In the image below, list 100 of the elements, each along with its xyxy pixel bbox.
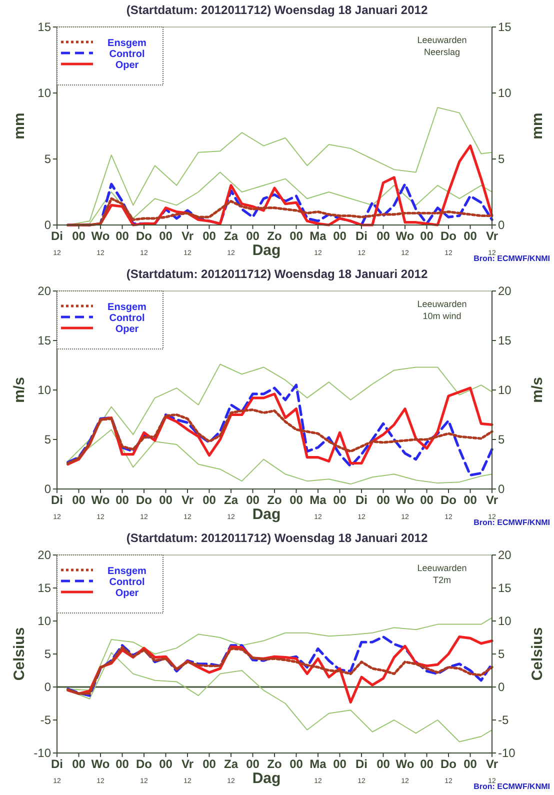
- legend-label: Ensgem: [108, 566, 147, 577]
- y-tick-label: -10: [34, 746, 52, 760]
- x-tick-label: Wo: [396, 229, 414, 243]
- x-tick-label: Di: [51, 229, 63, 243]
- x-axis-title: Dag: [252, 506, 281, 523]
- y2-axis-title: Celsius: [529, 627, 546, 681]
- x-axis-title: Dag: [252, 242, 281, 259]
- y2-tick-label: -10: [498, 746, 516, 760]
- x-tick-label: 00: [116, 229, 130, 243]
- x-tick-label: 00: [333, 229, 347, 243]
- x-tick-label: 00: [159, 757, 173, 771]
- x-tick-label: 00: [290, 493, 304, 507]
- chart-title: (Startdatum: 2012011712) Woensdag 18 Januari 2012: [126, 531, 428, 545]
- y-tick-label: 0: [44, 680, 52, 694]
- y-axis-title: m/s: [11, 377, 28, 403]
- legend-label: Ensgem: [108, 302, 147, 313]
- x-tick-label: Wo: [91, 757, 110, 771]
- y2-tick-label: 0: [498, 482, 505, 496]
- x-tick-label: 00: [464, 757, 478, 771]
- y2-tick-label: 0: [498, 218, 505, 232]
- x-tick-label: Wo: [396, 757, 414, 771]
- legend-label: Control: [109, 49, 145, 60]
- annotation: Leeuwarden: [417, 35, 467, 45]
- legend-label: Ensgem: [108, 38, 147, 49]
- x-tick-label: Wo: [396, 493, 414, 507]
- y-tick-label: 15: [38, 20, 52, 34]
- x-tick-label: Do: [440, 493, 456, 507]
- y2-tick-label: 15: [498, 581, 512, 595]
- line-series: [66, 197, 494, 226]
- x-axis-title: Dag: [252, 770, 281, 787]
- legend-label: Oper: [115, 324, 139, 335]
- y2-tick-label: 10: [498, 614, 512, 628]
- x-tick-label: 00: [420, 757, 434, 771]
- x-tick-label: Do: [440, 757, 456, 771]
- y2-tick-label: -5: [498, 713, 509, 727]
- y-tick-label: 10: [38, 614, 52, 628]
- x-tick-label: Za: [224, 493, 238, 507]
- x-tick-label: 00: [72, 757, 86, 771]
- x-tick-label: 00: [72, 229, 86, 243]
- y-tick-label: 5: [44, 152, 52, 166]
- legend-label: Control: [109, 313, 145, 324]
- x-tick-label: Di: [356, 229, 368, 243]
- y2-tick-label: 10: [498, 383, 512, 397]
- x-tick-label: Di: [51, 493, 63, 507]
- x-tick-label: 00: [420, 493, 434, 507]
- y2-tick-label: 5: [498, 647, 505, 661]
- y2-axis-title: mm: [529, 112, 546, 140]
- x-tick-label: 00: [72, 493, 86, 507]
- y-tick-label: 20: [38, 548, 52, 562]
- y-tick-label: 5: [44, 647, 52, 661]
- x-tick-label: Vr: [486, 757, 498, 771]
- x-tick-label: Zo: [267, 493, 282, 507]
- text: Bron: ECMWF/KNMI: [474, 518, 550, 527]
- x-tick-label: Zo: [267, 229, 282, 243]
- x-tick-label: Za: [224, 757, 238, 771]
- x-tick-label: Do: [440, 229, 456, 243]
- text: Bron: ECMWF/KNMI: [474, 782, 550, 791]
- annotation: Leeuwarden: [417, 299, 467, 309]
- x-tick-label: Vr: [181, 229, 194, 243]
- x-tick-label: Vr: [486, 229, 498, 243]
- y-tick-label: 0: [44, 218, 52, 232]
- x-tick-label: 00: [246, 757, 260, 771]
- annotation: Leeuwarden: [417, 563, 467, 573]
- x-tick-label: 00: [116, 757, 130, 771]
- x-tick-label: Wo: [91, 493, 110, 507]
- y2-tick-label: 10: [498, 86, 512, 100]
- x-tick-label: Ma: [310, 757, 327, 771]
- y-tick-label: 15: [38, 334, 52, 348]
- legend-label: Oper: [115, 60, 139, 71]
- x-tick-label: 00: [333, 757, 347, 771]
- legend-label: Oper: [115, 588, 139, 599]
- x-tick-label: 00: [420, 229, 434, 243]
- x-tick-label: Vr: [181, 757, 194, 771]
- x-tick-label: 00: [464, 229, 478, 243]
- text: Bron: ECMWF/KNMI: [474, 254, 550, 263]
- x-tick-label: 00: [376, 757, 390, 771]
- chart-title: (Startdatum: 2012011712) Woensdag 18 Januari 2012: [126, 3, 428, 17]
- y2-tick-label: 20: [498, 284, 512, 298]
- x-tick-label: 00: [290, 757, 304, 771]
- x-tick-label: 00: [202, 229, 216, 243]
- y-tick-label: 20: [38, 284, 52, 298]
- line-series: [67, 364, 492, 462]
- x-tick-label: Wo: [91, 229, 110, 243]
- x-tick-label: Do: [136, 493, 152, 507]
- x-tick-label: 00: [290, 229, 304, 243]
- line-series: [66, 646, 494, 695]
- y-tick-label: 10: [38, 383, 52, 397]
- y-tick-label: -5: [40, 713, 52, 727]
- x-tick-label: 00: [246, 493, 260, 507]
- x-tick-label: Vr: [486, 493, 498, 507]
- x-tick-label: Di: [356, 757, 368, 771]
- x-tick-label: Vr: [181, 493, 194, 507]
- y2-tick-label: 5: [498, 152, 505, 166]
- x-tick-label: Do: [136, 229, 152, 243]
- y-axis-title: mm: [11, 112, 28, 140]
- y-tick-label: 10: [38, 86, 52, 100]
- x-tick-label: Di: [51, 757, 63, 771]
- chart-title: (Startdatum: 2012011712) Woensdag 18 Januari 2012: [126, 267, 428, 281]
- annotation: 10m wind: [422, 311, 462, 321]
- x-tick-label: 00: [376, 229, 390, 243]
